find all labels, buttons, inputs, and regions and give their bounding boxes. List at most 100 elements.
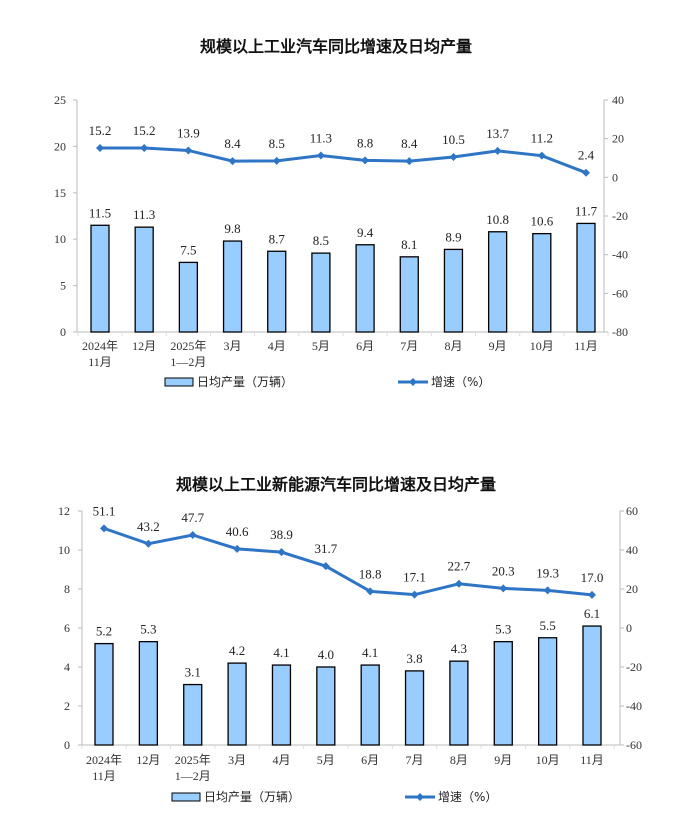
category-label-line: 2025年 xyxy=(175,753,211,767)
right-tick-label: 0 xyxy=(626,621,632,635)
left-tick-label: 6 xyxy=(64,621,70,635)
right-tick-label: 20 xyxy=(612,132,624,146)
line-marker xyxy=(543,586,552,595)
category-label: 8月 xyxy=(450,753,468,767)
bar xyxy=(222,240,243,333)
bar-value-label: 4.3 xyxy=(451,641,467,656)
bar xyxy=(94,642,114,746)
bar xyxy=(271,664,292,746)
chart-title: 规模以上工业汽车同比增速及日均产量 xyxy=(200,37,472,56)
category-label-line: 10月 xyxy=(530,339,554,353)
line-marker xyxy=(537,151,546,160)
bar-value-label: 7.5 xyxy=(180,242,196,257)
bar xyxy=(90,224,110,333)
bar xyxy=(178,261,199,333)
line-marker xyxy=(321,562,330,571)
bar-value-label: 4.0 xyxy=(318,647,334,662)
line-marker xyxy=(499,584,508,593)
category-label: 12月 xyxy=(136,753,160,767)
line-marker xyxy=(361,156,370,165)
left-tick-label: 10 xyxy=(58,543,70,557)
category-label-line: 9月 xyxy=(494,753,512,767)
category-label-line: 11月 xyxy=(580,753,604,767)
line-value-label: 38.9 xyxy=(270,527,293,542)
bar-value-label: 4.2 xyxy=(229,643,245,658)
bar xyxy=(399,256,419,333)
bar-value-label: 10.6 xyxy=(530,214,553,229)
category-label-line: 5月 xyxy=(312,339,330,353)
category-label: 11月 xyxy=(580,753,604,767)
legend-bar-label: 日均产量（万辆） xyxy=(197,375,293,389)
right-tick-label: -80 xyxy=(612,325,628,339)
category-label: 11月 xyxy=(574,339,598,353)
left-tick-label: 8 xyxy=(64,582,70,596)
bar-value-label: 9.8 xyxy=(224,221,240,236)
bar-value-label: 5.2 xyxy=(96,624,112,639)
bar xyxy=(311,252,331,333)
right-tick-label: 0 xyxy=(612,170,618,184)
line-value-label: 19.3 xyxy=(536,565,559,580)
category-label: 10月 xyxy=(530,339,554,353)
bar xyxy=(316,666,336,746)
left-tick-label: 10 xyxy=(54,232,66,246)
category-label: 2025年 1—2月 xyxy=(175,753,211,783)
line-value-label: 15.2 xyxy=(133,123,156,138)
legend-line-label: 增速（%） xyxy=(438,790,497,804)
category-label-line: 2025年 xyxy=(170,339,206,353)
bar xyxy=(183,683,203,746)
category-label-line: 6月 xyxy=(356,339,374,353)
right-tick-label: 20 xyxy=(626,582,638,596)
category-label-line: 11月 xyxy=(574,339,598,353)
line-value-label: 8.8 xyxy=(357,135,373,150)
category-label: 6月 xyxy=(361,753,379,767)
chart-1: 规模以上工业汽车同比增速及日均产量 0 5 10 15 20 25 -80 -60 -40 -20 0… xyxy=(54,37,628,389)
category-label: 4月 xyxy=(272,753,290,767)
bar-value-label: 4.1 xyxy=(362,645,378,660)
bar xyxy=(537,637,558,746)
category-label: 9月 xyxy=(494,753,512,767)
line-value-label: 40.6 xyxy=(226,524,249,539)
category-label: 8月 xyxy=(444,339,462,353)
line-marker xyxy=(184,146,193,155)
line-value-label: 18.8 xyxy=(359,566,382,581)
line-marker xyxy=(188,530,197,539)
line-marker xyxy=(100,524,108,533)
category-label-line: 6月 xyxy=(361,753,379,767)
category-label-line: 12月 xyxy=(136,753,160,767)
category-label-line: 4月 xyxy=(272,753,290,767)
category-label: 10月 xyxy=(536,753,560,767)
line-marker xyxy=(582,168,590,177)
category-label-line: 2024年 xyxy=(86,753,122,767)
line-value-label: 11.3 xyxy=(310,130,332,145)
bar xyxy=(487,231,508,333)
line-value-label: 13.7 xyxy=(486,126,509,141)
bar-value-label: 11.7 xyxy=(575,203,598,218)
left-tick-label: 0 xyxy=(60,325,66,339)
category-label-line: 4月 xyxy=(268,339,286,353)
bar-value-label: 4.1 xyxy=(273,645,289,660)
line-marker xyxy=(272,156,281,165)
right-tick-label: -40 xyxy=(612,248,628,262)
category-label-line: 8月 xyxy=(450,753,468,767)
bar-value-label: 11.5 xyxy=(89,205,111,220)
bar-value-label: 8.9 xyxy=(445,229,461,244)
left-tick-label: 0 xyxy=(64,738,70,752)
left-tick-label: 12 xyxy=(58,504,70,518)
bar-value-label: 8.5 xyxy=(313,233,329,248)
category-label-line: 1—2月 xyxy=(170,355,206,369)
bar xyxy=(576,222,596,333)
bar-value-label: 5.3 xyxy=(140,622,156,637)
growth-line xyxy=(103,526,593,597)
bar xyxy=(267,250,287,333)
right-tick-label: 60 xyxy=(626,504,638,518)
category-label: 3月 xyxy=(228,753,246,767)
category-label: 12月 xyxy=(132,339,156,353)
left-tick-label: 4 xyxy=(64,660,70,674)
category-label: 9月 xyxy=(489,339,507,353)
category-label: 2024年 11月 xyxy=(82,339,118,369)
bar xyxy=(404,670,425,746)
line-marker xyxy=(144,539,153,548)
bar xyxy=(532,232,552,333)
category-label: 2025年 1—2月 xyxy=(170,339,206,369)
